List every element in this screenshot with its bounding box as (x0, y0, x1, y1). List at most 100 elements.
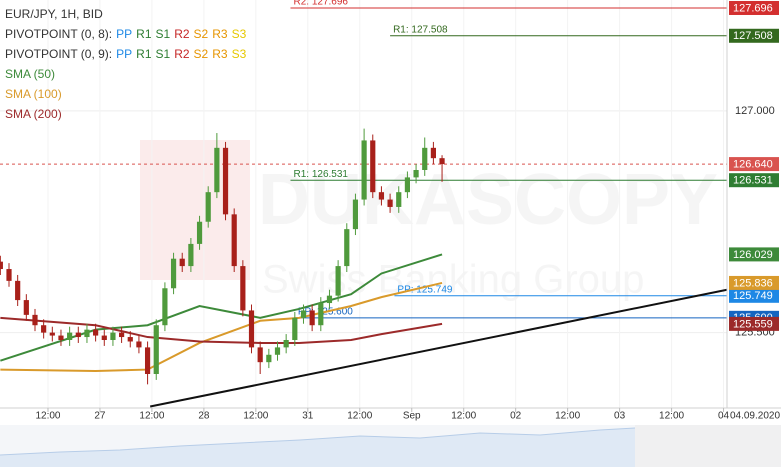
candle-body (15, 280, 21, 301)
candle-body (274, 347, 281, 355)
axes: 127.000125.500612:002712:002812:003112:0… (35, 0, 780, 422)
candle-body (413, 170, 419, 178)
indicator-item: PP (116, 27, 132, 41)
candle-body (6, 269, 12, 281)
candle-body (58, 335, 64, 340)
watermark-text: DUKASCOPY (258, 160, 718, 240)
candle-body (240, 266, 246, 311)
candle-body (361, 140, 367, 200)
candle-body (370, 140, 376, 193)
indicator-item: S2 (194, 27, 209, 41)
indicator-item: S2 (194, 47, 209, 61)
candle-body (75, 332, 81, 338)
indicator-item: R2 (174, 47, 190, 61)
indicator-item: S3 (232, 47, 247, 61)
candle-body (387, 199, 393, 207)
navigator-area (0, 428, 635, 467)
price-badge-label: 126.531 (733, 175, 773, 187)
indicator-item: R1 (136, 47, 152, 61)
price-badge-label: 126.640 (733, 158, 773, 170)
indicator-item: R3 (212, 47, 228, 61)
candle-body (283, 340, 289, 348)
candle-body (404, 177, 411, 193)
candle-body (179, 258, 185, 267)
indicator-item: R2 (174, 27, 190, 41)
chart-title: EUR/JPY, 1H, BID (5, 7, 103, 21)
x-tick-label: 03 (614, 411, 626, 422)
price-badge-label: 125.836 (733, 277, 773, 289)
navigator-mask (635, 425, 781, 467)
candle-body (23, 300, 29, 315)
candle-body (101, 335, 107, 340)
price-badge (729, 288, 779, 303)
candle-body (292, 317, 298, 340)
price-badge (729, 275, 779, 290)
candle-body (396, 192, 402, 207)
x-tick-label: 27 (94, 411, 106, 422)
x-tick-label: 28 (198, 411, 210, 422)
sma-line (0, 281, 443, 373)
x-tick-label: 12:00 (451, 411, 476, 422)
candle-body (257, 347, 263, 363)
candle-body (162, 288, 168, 326)
price-badge (729, 28, 779, 43)
candle-body (67, 332, 73, 340)
indicator-item: S1 (156, 27, 171, 41)
candle-body (248, 310, 255, 348)
candle-body (110, 332, 116, 340)
candle-body (49, 332, 55, 336)
candle-body (196, 221, 203, 244)
candle-body (430, 147, 436, 159)
price-badge-label: 127.696 (733, 2, 773, 14)
trendline (149, 288, 728, 408)
candle-body (335, 266, 341, 296)
candle-body (344, 229, 350, 267)
sma-legend: SMA (100) (5, 87, 62, 101)
candle-body (300, 310, 307, 318)
candle-body (188, 243, 194, 267)
price-badge (729, 247, 779, 262)
indicator-name: PIVOTPOINT (0, 9): (5, 47, 112, 61)
watermark: DUKASCOPY Swiss Banking Group (140, 140, 718, 302)
grid (0, 0, 727, 408)
pivot-level-label: PP: 125.749 (397, 284, 452, 295)
candle-body (326, 295, 333, 304)
candle-body (119, 332, 125, 338)
candle-body (266, 354, 272, 363)
navigator-line (0, 427, 636, 456)
candle-body (170, 258, 177, 289)
price-badge-label: 127.508 (733, 30, 773, 42)
candle-body (231, 214, 237, 267)
candle-body (41, 325, 47, 333)
navigator (0, 425, 781, 467)
legend: EUR/JPY, 1H, BID PIVOTPOINT (0, 8): PP R1 S… (5, 7, 247, 121)
candle-body (222, 147, 229, 215)
candle-body (0, 261, 3, 270)
indicator-legend: PIVOTPOINT (0, 8): PP R1 S1 R2 S2 R3 S3 (5, 27, 247, 41)
x-tick-label: 12:00 (659, 411, 684, 422)
watermark-subtext: Swiss Banking Group (262, 258, 644, 302)
x-tick-label: 12:00 (243, 411, 268, 422)
sma-legend: SMA (50) (5, 67, 55, 81)
pivot-level-label: R2: 127.696 (293, 0, 348, 8)
x-tick-label: 12:00 (555, 411, 580, 422)
candle-body (153, 325, 159, 374)
indicator-item: S3 (232, 27, 247, 41)
candle-body (378, 192, 385, 200)
indicator-item: R1 (136, 27, 152, 41)
y-tick-label: 127.000 (735, 105, 775, 117)
pivot-level-label: R1: 127.508 (393, 24, 448, 35)
candle-body (318, 303, 324, 326)
candle-body (144, 347, 151, 374)
x-tick-label: 04 (718, 411, 730, 422)
plot: R2: 127.696 R1: 127.508 R1: 126.531 PP: 125… (0, 0, 728, 408)
indicator-item: S1 (156, 47, 171, 61)
price-badge-label: 126.029 (733, 249, 773, 261)
price-badge-label: 125.559 (733, 318, 773, 330)
candle-body (205, 192, 211, 222)
indicator-name: PIVOTPOINT (0, 8): (5, 27, 112, 41)
candle-body (32, 314, 38, 326)
pivot-level-label: R1: 126.531 (293, 169, 348, 180)
